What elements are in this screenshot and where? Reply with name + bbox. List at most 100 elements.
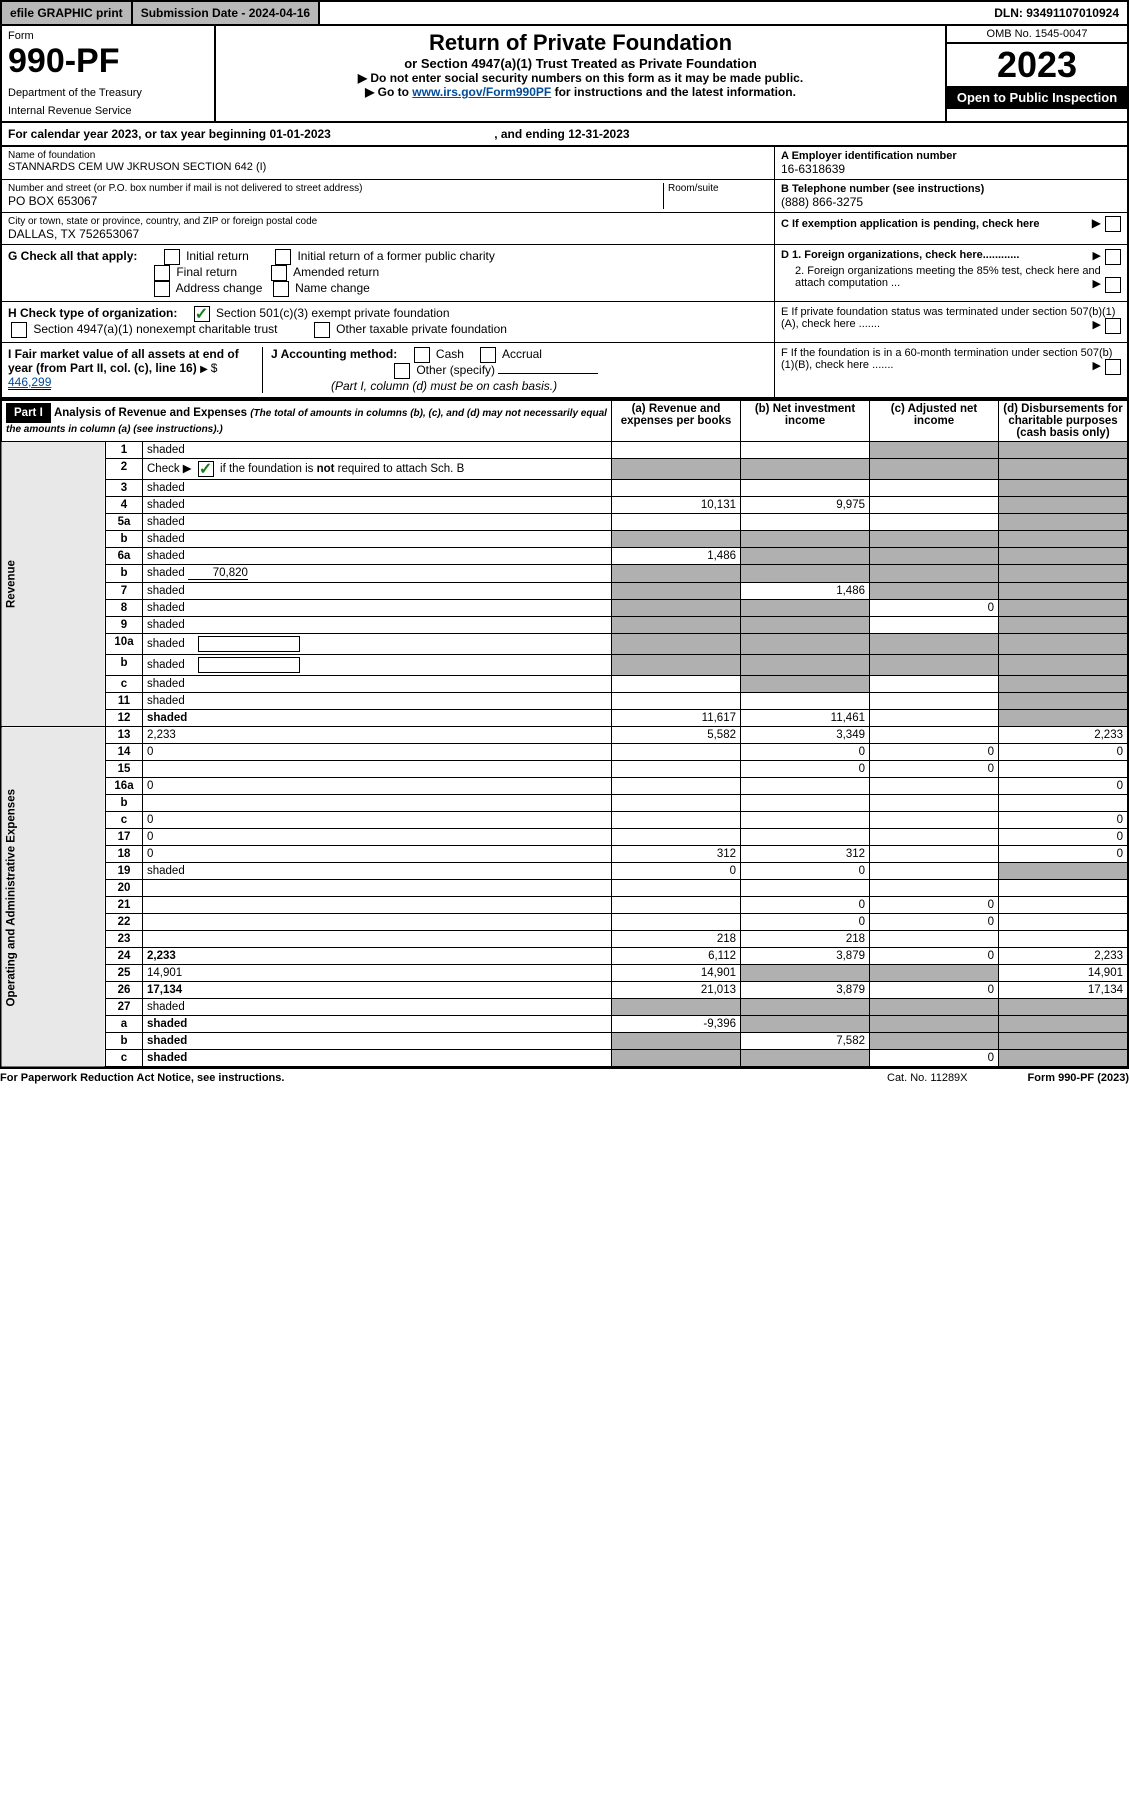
line-desc: shaded bbox=[143, 514, 612, 531]
name-ein-row: Name of foundation STANNARDS CEM UW JKRU… bbox=[0, 147, 1129, 180]
h-label: H Check type of organization: bbox=[8, 306, 177, 320]
cell bbox=[870, 676, 999, 693]
cell-shaded bbox=[999, 514, 1129, 531]
cell-shaded bbox=[612, 531, 741, 548]
cell: 0 bbox=[870, 600, 999, 617]
cell bbox=[870, 617, 999, 634]
line-no: 20 bbox=[106, 880, 143, 897]
form-number: 990-PF bbox=[8, 42, 120, 80]
line-desc: shaded bbox=[143, 863, 612, 880]
cell-shaded bbox=[741, 1050, 870, 1068]
line-desc: shaded bbox=[143, 497, 612, 514]
line-no: a bbox=[106, 1016, 143, 1033]
cell bbox=[999, 897, 1129, 914]
f-checkbox[interactable] bbox=[1105, 359, 1121, 375]
d1-checkbox[interactable] bbox=[1105, 249, 1121, 265]
ijf-row: I Fair market value of all assets at end… bbox=[0, 343, 1129, 399]
line-desc: shaded bbox=[143, 548, 612, 565]
cell-shaded bbox=[612, 1050, 741, 1068]
g-initial-checkbox[interactable] bbox=[164, 249, 180, 265]
g-name-checkbox[interactable] bbox=[273, 281, 289, 297]
g-final-checkbox[interactable] bbox=[154, 265, 170, 281]
table-row: bshaded bbox=[1, 655, 1128, 676]
line-desc: shaded bbox=[143, 1050, 612, 1068]
cell-shaded bbox=[999, 531, 1129, 548]
cell: 21,013 bbox=[612, 982, 741, 999]
e-checkbox[interactable] bbox=[1105, 318, 1121, 334]
cell bbox=[741, 693, 870, 710]
line-no: 23 bbox=[106, 931, 143, 948]
line-desc: 0 bbox=[143, 778, 612, 795]
c-checkbox[interactable] bbox=[1105, 216, 1121, 232]
cell bbox=[612, 795, 741, 812]
cell-shaded bbox=[741, 565, 870, 583]
line-desc: shaded bbox=[143, 583, 612, 600]
j-cash-checkbox[interactable] bbox=[414, 347, 430, 363]
cell bbox=[741, 880, 870, 897]
table-row: 2514,90114,90114,901 bbox=[1, 965, 1128, 982]
cell-shaded bbox=[999, 600, 1129, 617]
cell bbox=[741, 829, 870, 846]
table-row: bshaded 70,820 bbox=[1, 565, 1128, 583]
line-desc: shaded bbox=[143, 676, 612, 693]
cell: 0 bbox=[612, 863, 741, 880]
form-ref: Form 990-PF (2023) bbox=[1028, 1072, 1129, 1084]
cell bbox=[741, 442, 870, 459]
cell: 14,901 bbox=[612, 965, 741, 982]
table-row: 7shaded1,486 bbox=[1, 583, 1128, 600]
g-address-checkbox[interactable] bbox=[154, 281, 170, 297]
cell bbox=[612, 442, 741, 459]
irs-link[interactable]: www.irs.gov/Form990PF bbox=[412, 85, 551, 99]
cell bbox=[741, 778, 870, 795]
page-footer: For Paperwork Reduction Act Notice, see … bbox=[0, 1068, 1129, 1087]
line-desc: 2,233 bbox=[143, 727, 612, 744]
cell bbox=[870, 863, 999, 880]
cell: 0 bbox=[870, 744, 999, 761]
cell bbox=[612, 744, 741, 761]
g-initial-former-checkbox[interactable] bbox=[275, 249, 291, 265]
j-other-checkbox[interactable] bbox=[394, 363, 410, 379]
h-4947-checkbox[interactable] bbox=[11, 322, 27, 338]
col-b: (b) Net investment income bbox=[741, 400, 870, 442]
table-row: 3shaded bbox=[1, 480, 1128, 497]
cell bbox=[612, 778, 741, 795]
line-desc: 0 bbox=[143, 812, 612, 829]
table-row: 8shaded0 bbox=[1, 600, 1128, 617]
cell-shaded bbox=[999, 710, 1129, 727]
cell-shaded bbox=[870, 965, 999, 982]
cell-shaded bbox=[741, 1016, 870, 1033]
ein: 16-6318639 bbox=[781, 162, 1121, 176]
line-no: 6a bbox=[106, 548, 143, 565]
line-desc bbox=[143, 880, 612, 897]
d2-checkbox[interactable] bbox=[1105, 277, 1121, 293]
h-501c3-checkbox[interactable] bbox=[194, 306, 210, 322]
schb-checkbox[interactable] bbox=[198, 461, 214, 477]
cell-shaded bbox=[870, 655, 999, 676]
form-label: Form bbox=[8, 30, 208, 42]
i-value[interactable]: 446,299 bbox=[8, 375, 51, 390]
cell: 0 bbox=[999, 829, 1129, 846]
j-accrual-checkbox[interactable] bbox=[480, 347, 496, 363]
line-no: 7 bbox=[106, 583, 143, 600]
d1-label: D 1. Foreign organizations, check here..… bbox=[781, 249, 1019, 261]
line-no: 5a bbox=[106, 514, 143, 531]
cell-shaded bbox=[870, 583, 999, 600]
cell-shaded bbox=[870, 565, 999, 583]
line-no: 25 bbox=[106, 965, 143, 982]
table-row: ashaded-9,396 bbox=[1, 1016, 1128, 1033]
cell-shaded bbox=[999, 459, 1129, 480]
cell-shaded bbox=[741, 548, 870, 565]
cell bbox=[870, 931, 999, 948]
city-label: City or town, state or province, country… bbox=[8, 216, 768, 227]
cell bbox=[612, 693, 741, 710]
line-no: c bbox=[106, 1050, 143, 1068]
cell-shaded bbox=[999, 999, 1129, 1016]
cell-shaded bbox=[612, 565, 741, 583]
line-no: b bbox=[106, 655, 143, 676]
col-d: (d) Disbursements for charitable purpose… bbox=[999, 400, 1129, 442]
h-other-checkbox[interactable] bbox=[314, 322, 330, 338]
g-amended-checkbox[interactable] bbox=[271, 265, 287, 281]
header-left: Form 990-PF Department of the Treasury I… bbox=[2, 26, 216, 121]
tax-year: 2023 bbox=[947, 44, 1127, 86]
table-row: 2617,13421,0133,879017,134 bbox=[1, 982, 1128, 999]
